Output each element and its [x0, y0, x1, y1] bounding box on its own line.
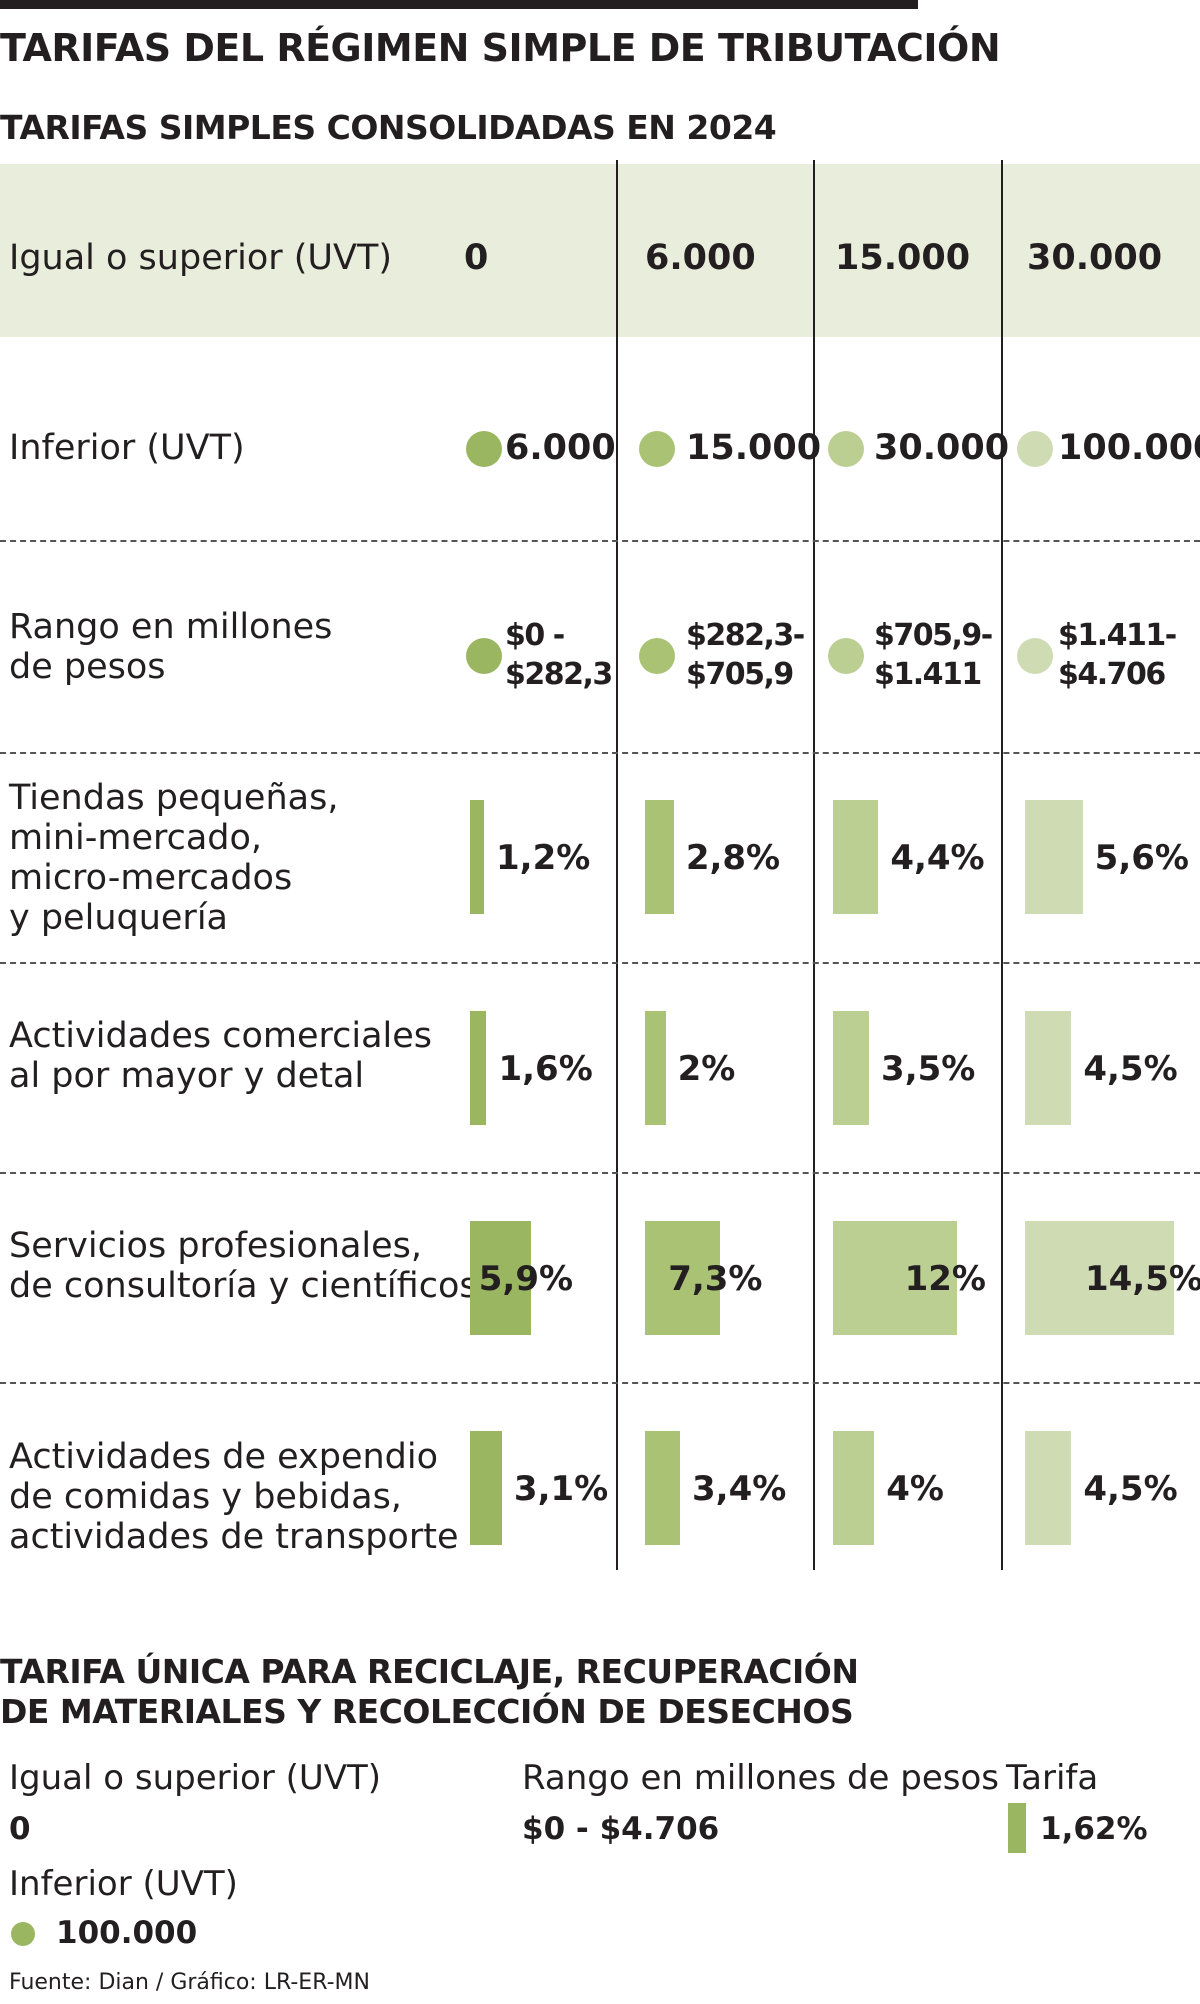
chart-title: TARIFAS DEL RÉGIMEN SIMPLE DE TRIBUTACIÓ… — [0, 26, 1001, 70]
single-inferior-label: Inferior (UVT) — [9, 1864, 238, 1904]
rango-value: $282,3- $705,9 — [686, 618, 805, 692]
tier-dot-3 — [828, 638, 864, 674]
tier-dot-2 — [639, 638, 675, 674]
rate-label: 5,6% — [1094, 838, 1189, 878]
rate-bar — [470, 1221, 531, 1335]
rate-bar — [833, 1431, 875, 1545]
single-rango-value: $0 - $4.706 — [522, 1811, 720, 1847]
rate-bar — [1025, 1011, 1072, 1125]
rate-bar — [1025, 1221, 1175, 1335]
category-label-comerciales: Actividades comerciales al por mayor y d… — [9, 1016, 433, 1096]
single-igual-label: Igual o superior (UVT) — [9, 1758, 382, 1798]
rate-label: 5,9% — [478, 1259, 574, 1299]
rango-row-label: Rango en millones de pesos — [9, 607, 333, 687]
tier-dot-4 — [1017, 431, 1053, 467]
rate-bar — [470, 800, 484, 914]
rate-bar — [470, 1431, 502, 1545]
row-divider — [0, 752, 1200, 754]
header-value: 30.000 — [1027, 238, 1163, 278]
row-divider — [0, 962, 1200, 964]
header-value: 15.000 — [835, 238, 971, 278]
rate-bar — [645, 1221, 721, 1335]
rate-label: 14,5% — [1085, 1259, 1200, 1299]
rate-bar — [1025, 800, 1083, 914]
rate-bar — [833, 1011, 870, 1125]
column-divider-1 — [616, 160, 618, 1570]
rate-label: 4,4% — [890, 838, 985, 878]
row-divider — [0, 540, 1200, 542]
rate-label: 3,4% — [692, 1469, 787, 1509]
rate-label: 4,5% — [1083, 1049, 1178, 1089]
single-tarifa-label: Tarifa — [1006, 1758, 1099, 1798]
rate-bar — [470, 1011, 487, 1125]
rate-label: 4,5% — [1083, 1469, 1178, 1509]
inferior-value: 100.000 — [1058, 428, 1200, 468]
inferior-value: 30.000 — [874, 428, 1010, 468]
inferior-value: 6.000 — [505, 428, 616, 468]
inferior-value: 15.000 — [686, 428, 822, 468]
category-label-comidas: Actividades de expendio de comidas y beb… — [9, 1437, 459, 1557]
single-rango-label: Rango en millones de pesos — [522, 1758, 1000, 1798]
rate-label: 3,5% — [881, 1049, 976, 1089]
header-band — [0, 164, 1200, 337]
rango-value: $1.411- $4.706 — [1058, 618, 1177, 692]
rate-label: 12% — [904, 1259, 986, 1299]
column-divider-2 — [813, 160, 815, 1570]
rate-bar — [833, 800, 879, 914]
inferior-row-label: Inferior (UVT) — [9, 428, 245, 468]
rate-label: 4% — [886, 1469, 944, 1509]
row-divider — [0, 1382, 1200, 1384]
chart-subtitle: TARIFAS SIMPLES CONSOLIDADAS EN 2024 — [0, 108, 777, 147]
single-rate-title: TARIFA ÚNICA PARA RECICLAJE, RECUPERACIÓ… — [0, 1652, 859, 1731]
tier-dot-1 — [466, 638, 502, 674]
category-label-servicios: Servicios profesionales, de consultoría … — [9, 1226, 478, 1306]
rate-bar — [645, 1011, 666, 1125]
tier-dot-3 — [828, 431, 864, 467]
row-divider — [0, 1172, 1200, 1174]
source-note: Fuente: Dian / Gráfico: LR-ER-MN — [9, 1970, 370, 1995]
rate-label: 7,3% — [668, 1259, 763, 1299]
tier-dot-1 — [11, 1922, 35, 1946]
rate-label: 2% — [677, 1049, 736, 1089]
rango-value: $0 - $282,3 — [505, 618, 613, 692]
column-divider-3 — [1001, 160, 1003, 1570]
rate-label: 2,8% — [685, 838, 781, 878]
rate-bar — [833, 1221, 957, 1335]
rate-bar — [1025, 1431, 1072, 1545]
rango-value: $705,9- $1.411 — [874, 618, 993, 692]
tier-dot-2 — [639, 431, 675, 467]
tier-dot-1 — [466, 431, 502, 467]
rate-label: 3,1% — [513, 1469, 609, 1509]
single-igual-value: 0 — [9, 1811, 31, 1847]
category-label-tiendas: Tiendas pequeñas, mini-mercado, micro-me… — [9, 778, 339, 938]
rate-bar — [645, 800, 674, 914]
header-row-label: Igual o superior (UVT) — [9, 238, 393, 278]
rate-label: 1,2% — [496, 838, 591, 878]
header-value: 6.000 — [645, 238, 756, 278]
single-tarifa-bar — [1008, 1803, 1026, 1853]
rate-label: 1,6% — [498, 1049, 593, 1089]
rate-bar — [645, 1431, 681, 1545]
header-value: 0 — [464, 238, 489, 278]
single-tarifa-value: 1,62% — [1040, 1811, 1148, 1847]
single-inferior-value: 100.000 — [56, 1915, 198, 1951]
tier-dot-4 — [1017, 638, 1053, 674]
top-rule — [0, 0, 918, 9]
